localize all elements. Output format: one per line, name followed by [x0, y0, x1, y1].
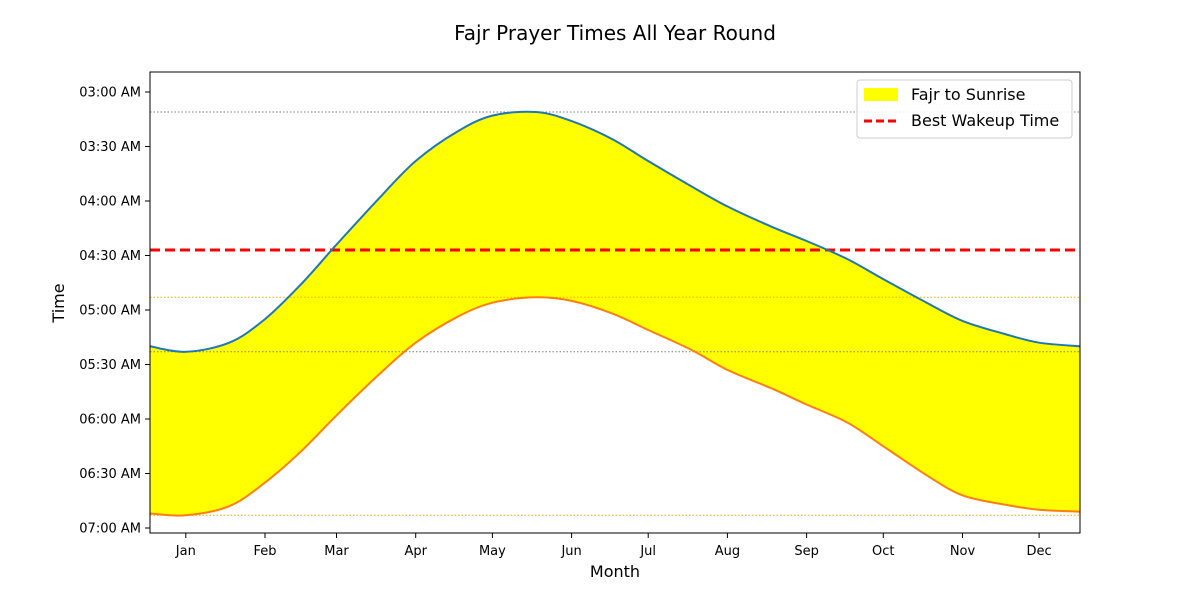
- legend-swatch-fill: [864, 88, 898, 101]
- y-tick-label: 06:30 AM: [79, 467, 141, 482]
- y-tick-label: 03:00 AM: [79, 86, 141, 101]
- x-tick-label: Aug: [715, 544, 740, 559]
- y-tick-label: 03:30 AM: [79, 140, 141, 155]
- y-tick-label: 05:30 AM: [79, 358, 141, 373]
- y-tick-label: 04:30 AM: [79, 249, 141, 264]
- legend-label-fill: Fajr to Sunrise: [911, 85, 1025, 104]
- x-tick-label: Jan: [175, 544, 196, 559]
- x-tick-label: May: [479, 544, 506, 559]
- x-tick-label: Jul: [639, 544, 656, 559]
- x-tick-label: Sep: [794, 544, 819, 559]
- sunrise-line: [149, 296, 1081, 517]
- x-tick-label: Jun: [560, 544, 581, 559]
- legend: Fajr to Sunrise Best Wakeup Time: [856, 79, 1073, 139]
- y-tick-label: 06:00 AM: [79, 413, 141, 428]
- y-axis: 03:00 AM 03:30 AM 04:00 AM 04:30 AM 05:00 AM…: [79, 86, 150, 537]
- y-axis-label: Time: [49, 283, 68, 323]
- x-tick-label: Apr: [404, 544, 427, 559]
- chart-title: Fajr Prayer Times All Year Round: [454, 21, 776, 45]
- y-tick-label: 05:00 AM: [79, 304, 141, 319]
- y-tick-label: 04:00 AM: [79, 195, 141, 210]
- plot-frame: [149, 71, 1081, 534]
- x-tick-label: Oct: [872, 544, 894, 559]
- y-tick-label: 07:00 AM: [79, 522, 141, 537]
- plot-area: [149, 110, 1081, 517]
- x-tick-label: Mar: [324, 544, 349, 559]
- x-axis-label: Month: [590, 562, 640, 581]
- legend-label-line: Best Wakeup Time: [911, 111, 1059, 130]
- legend-box: [856, 79, 1073, 139]
- x-tick-label: Feb: [253, 544, 276, 559]
- fajr-line: [149, 110, 1081, 353]
- x-tick-label: Nov: [950, 544, 976, 559]
- x-tick-label: Dec: [1027, 544, 1052, 559]
- x-axis: Jan Feb Mar Apr May Jun Jul Aug Sep Oct Nov Dec: [175, 533, 1052, 559]
